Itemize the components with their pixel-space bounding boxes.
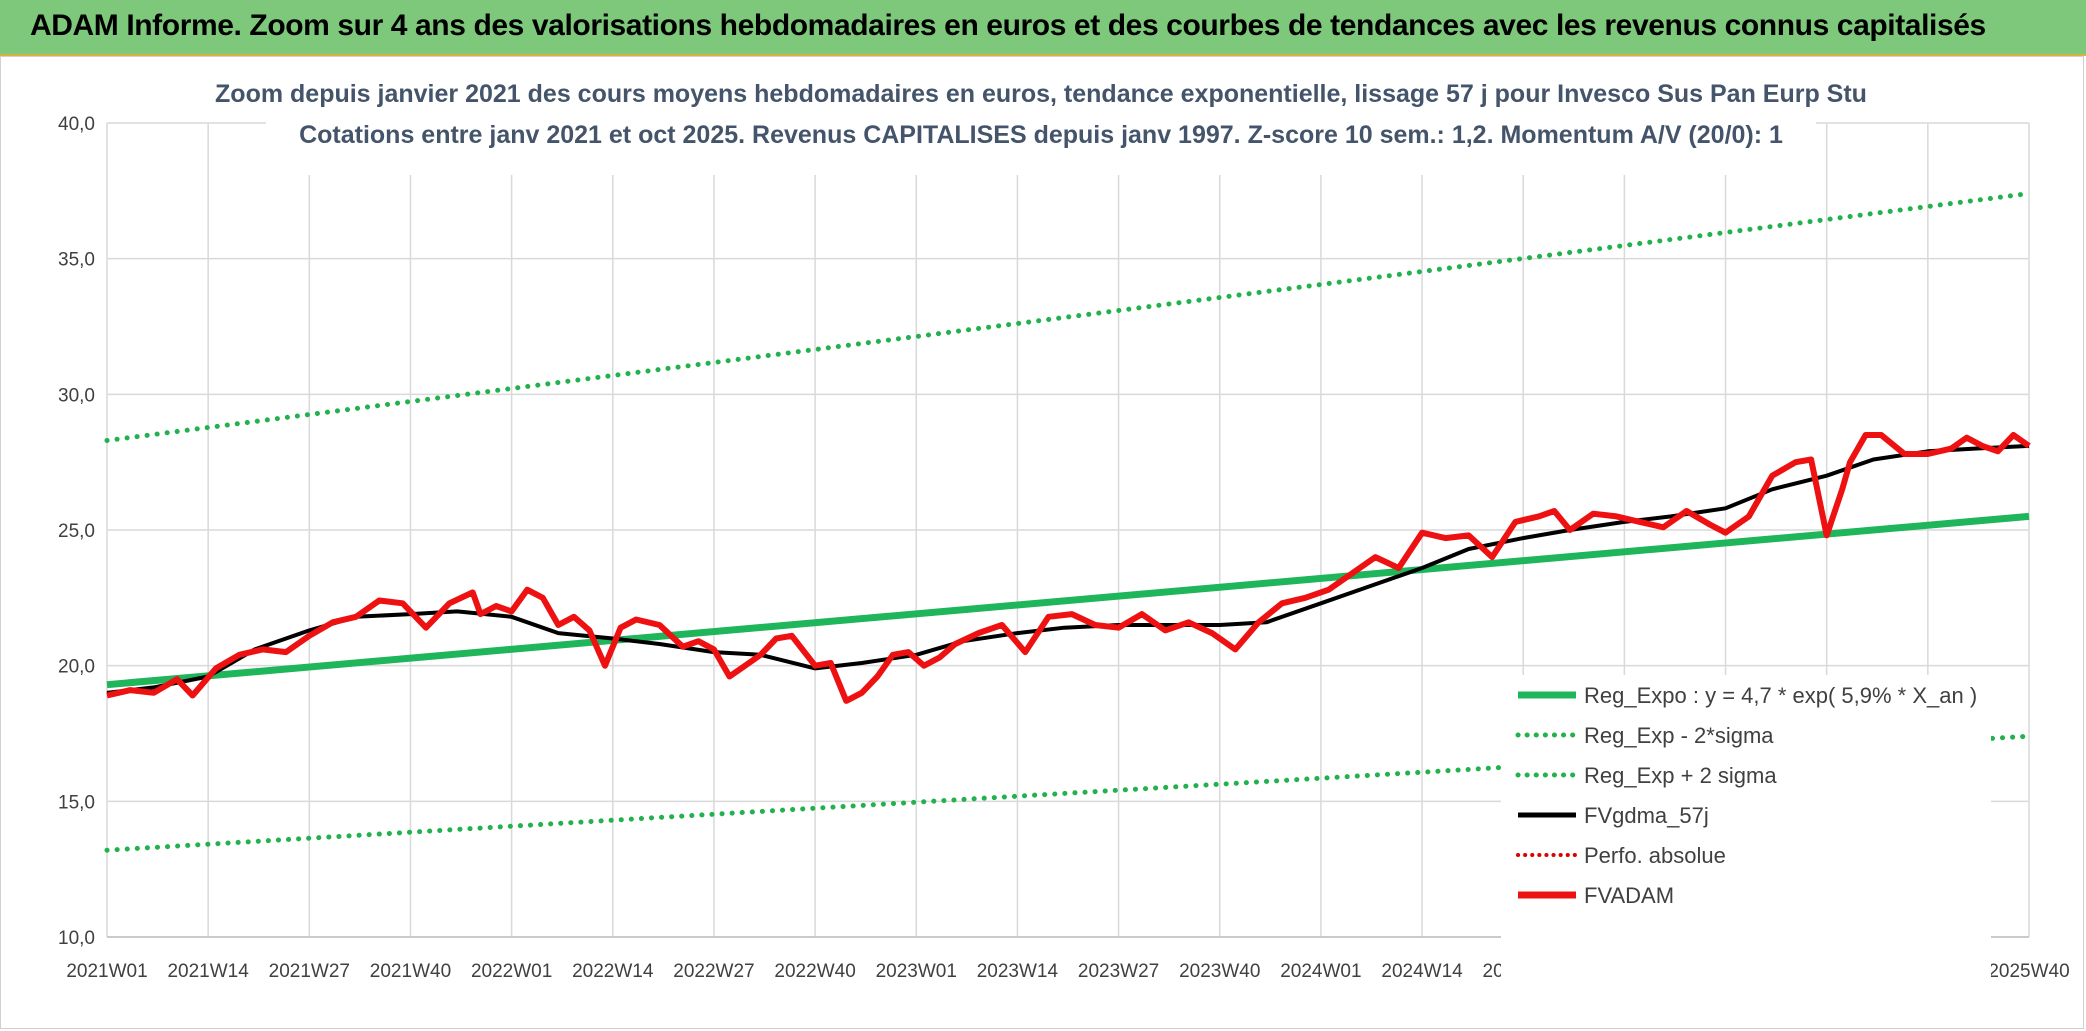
series-upper-band bbox=[104, 191, 2032, 443]
chart-title-line-2: Cotations entre janv 2021 et oct 2025. R… bbox=[299, 121, 1783, 149]
chart-title-line-1: Zoom depuis janvier 2021 des cours moyen… bbox=[215, 80, 1867, 108]
legend-label-lower-band: Reg_Exp - 2*sigma bbox=[1584, 723, 1774, 748]
x-tick-label: 2022W01 bbox=[471, 961, 552, 982]
y-tick-label: 35,0 bbox=[58, 250, 95, 271]
x-tick-label: 2024W01 bbox=[1280, 961, 1361, 982]
series-regression bbox=[106, 512, 2030, 689]
chart-svg: 10,0 15,0 20,0 25,0 30,0 35,0 40,0 2021W01 2021… bbox=[58, 65, 2070, 985]
series-smoothed bbox=[106, 443, 2030, 695]
y-tick-label: 20,0 bbox=[58, 657, 95, 678]
y-tick-label: 25,0 bbox=[58, 521, 95, 542]
y-tick-label: 10,0 bbox=[58, 928, 95, 949]
chart-frame: 10,0 15,0 20,0 25,0 30,0 35,0 40,0 2021W01 2021… bbox=[0, 56, 2084, 1029]
legend-label-upper-band: Reg_Exp + 2 sigma bbox=[1584, 763, 1777, 788]
y-tick-label: 30,0 bbox=[58, 385, 95, 406]
x-tick-label: 2024W14 bbox=[1381, 961, 1463, 982]
legend-label-perf: Perfo. absolue bbox=[1584, 843, 1726, 868]
x-tick-label: 2022W14 bbox=[572, 961, 654, 982]
x-tick-label: 2025W40 bbox=[1988, 961, 2069, 982]
legend-label-smoothed: FVgdma_57j bbox=[1584, 803, 1709, 828]
x-tick-label: 2022W40 bbox=[774, 961, 855, 982]
legend: Reg_Expo : y = 4,7 * exp( 5,9% * X_an ) … bbox=[1501, 675, 1991, 985]
series-price bbox=[106, 432, 2031, 704]
x-tick-label: 2021W40 bbox=[370, 961, 451, 982]
x-tick-label: 2021W01 bbox=[66, 961, 147, 982]
y-tick-label: 40,0 bbox=[58, 114, 95, 135]
legend-background bbox=[1501, 675, 1991, 985]
x-tick-label: 2021W14 bbox=[167, 961, 249, 982]
y-tick-label: 15,0 bbox=[58, 792, 95, 813]
x-tick-label: 2023W40 bbox=[1179, 961, 1260, 982]
banner-title: ADAM Informe. Zoom sur 4 ans des valoris… bbox=[30, 9, 1986, 42]
report-banner: ADAM Informe. Zoom sur 4 ans des valoris… bbox=[0, 0, 2086, 56]
x-tick-label: 2022W27 bbox=[673, 961, 754, 982]
x-tick-label: 2023W27 bbox=[1078, 961, 1159, 982]
x-tick-label: 2023W01 bbox=[876, 961, 957, 982]
y-axis: 10,0 15,0 20,0 25,0 30,0 35,0 40,0 bbox=[58, 114, 95, 949]
legend-label-regression: Reg_Expo : y = 4,7 * exp( 5,9% * X_an ) bbox=[1584, 683, 1977, 708]
chart-title-background bbox=[266, 65, 1816, 175]
x-tick-label: 2021W27 bbox=[269, 961, 350, 982]
legend-label-price: FVADAM bbox=[1584, 883, 1674, 908]
x-tick-label: 2023W14 bbox=[977, 961, 1059, 982]
